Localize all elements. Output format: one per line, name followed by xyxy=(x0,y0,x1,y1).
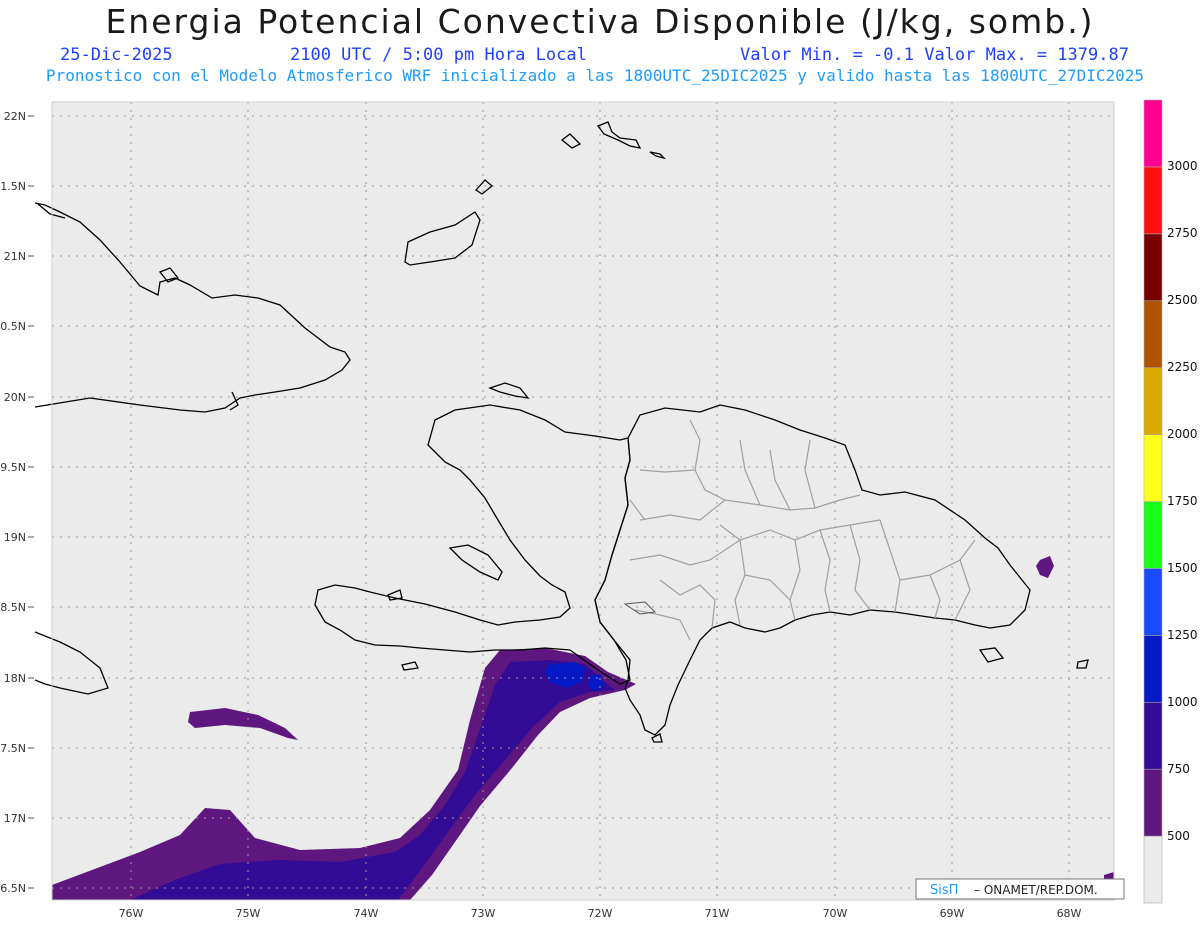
credit-org: – ONAMET/REP.DOM. xyxy=(974,883,1098,897)
colorbar-box xyxy=(1143,835,1163,904)
lat-tick-label: 19N xyxy=(4,531,26,544)
colorbar-label: 2500 xyxy=(1167,293,1198,307)
colorbar-box xyxy=(1143,568,1163,636)
map-background xyxy=(52,102,1114,900)
forecast-time: 2100 UTC / 5:00 pm Hora Local xyxy=(290,45,587,65)
colorbar-label: 750 xyxy=(1167,762,1190,776)
lat-tick-label: 8.5N xyxy=(0,601,26,614)
map-grid xyxy=(52,102,1114,900)
colorbar-label: 1000 xyxy=(1167,695,1198,709)
colorbar-label: 1500 xyxy=(1167,561,1198,575)
colorbar-label: 2750 xyxy=(1167,226,1198,240)
lat-tick-label: 21N xyxy=(4,250,26,263)
lat-tick-label: 0.5N xyxy=(0,320,26,333)
model-description: Pronostico con el Modelo Atmosferico WRF… xyxy=(45,66,1145,85)
lon-tick-label: 73W xyxy=(471,907,496,920)
colorbar-box xyxy=(1143,768,1163,837)
colorbar-box xyxy=(1143,367,1163,435)
colorbar-box xyxy=(1143,99,1163,168)
map-title: Energia Potencial Convectiva Disponible … xyxy=(105,2,1095,41)
colorbar xyxy=(1143,99,1163,904)
lon-tick-label: 69W xyxy=(940,907,965,920)
colorbar-box xyxy=(1143,501,1163,569)
map-frame xyxy=(51,101,1115,901)
lat-tick-label: 18N xyxy=(4,672,26,685)
lon-tick-label: 76W xyxy=(119,907,144,920)
lon-tick-label: 71W xyxy=(705,907,730,920)
lon-tick-label: 75W xyxy=(236,907,261,920)
lat-tick-label: 22N xyxy=(4,110,26,123)
colorbar-label: 500 xyxy=(1167,829,1190,843)
credit-brand: SisΠ xyxy=(930,883,958,898)
lon-tick-label: 70W xyxy=(823,907,848,920)
colorbar-label: 2000 xyxy=(1167,427,1198,441)
lon-tick-label: 74W xyxy=(354,907,379,920)
latitude-labels: 22N 1.5N 21N 0.5N 20N 9.5N 19N 8.5N 18N … xyxy=(0,110,26,895)
colorbar-box xyxy=(1143,166,1163,235)
lat-tick-label: 6.5N xyxy=(0,882,26,895)
lat-tick-label: 1.5N xyxy=(0,180,26,193)
colorbar-box xyxy=(1143,233,1163,302)
colorbar-labels: 500 750 1000 1250 1500 1750 2000 2250 25… xyxy=(1167,159,1198,843)
latitude-ticks xyxy=(28,115,34,889)
colorbar-label: 1250 xyxy=(1167,628,1198,642)
lat-tick-label: 9.5N xyxy=(0,461,26,474)
lat-tick-label: 7.5N xyxy=(0,742,26,755)
forecast-date: 25-Dic-2025 xyxy=(60,45,173,65)
lon-tick-label: 72W xyxy=(588,907,613,920)
lat-tick-label: 20N xyxy=(4,391,26,404)
colorbar-label: 2250 xyxy=(1167,360,1198,374)
credit-box: SisΠ – ONAMET/REP.DOM. xyxy=(915,878,1125,900)
longitude-labels: 76W 75W 74W 73W 72W 71W 70W 69W 68W xyxy=(119,907,1082,920)
min-max-values: Valor Min. = -0.1 Valor Max. = 1379.87 xyxy=(740,45,1129,65)
lat-tick-label: 17N xyxy=(4,812,26,825)
coastlines xyxy=(34,121,1089,743)
colorbar-box xyxy=(1143,300,1163,368)
colorbar-box xyxy=(1143,434,1163,502)
lakes xyxy=(623,601,657,615)
colorbar-box xyxy=(1143,701,1163,770)
colorbar-box xyxy=(1143,635,1163,703)
colorbar-label: 3000 xyxy=(1167,159,1198,173)
colorbar-label: 1750 xyxy=(1167,494,1198,508)
lon-tick-label: 68W xyxy=(1057,907,1082,920)
